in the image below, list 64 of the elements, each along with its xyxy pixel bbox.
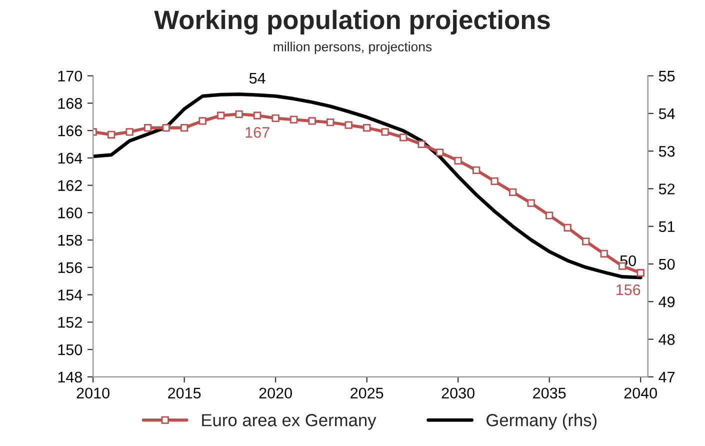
y-tick-label: 148: [58, 372, 82, 383]
legend-label: Euro area ex Germany: [202, 414, 376, 430]
x-tick-label: 2030: [442, 388, 474, 399]
y-tick-label: 152: [58, 317, 82, 328]
y-tick-label: 158: [58, 234, 82, 246]
y2-tick-label: 55: [658, 70, 675, 82]
point: [509, 188, 517, 196]
y2-tick-label: 48: [658, 334, 675, 345]
point: [490, 177, 498, 186]
point: [272, 114, 280, 122]
y-tick-label: 150: [58, 344, 82, 356]
y2-tick-label: 50: [658, 258, 675, 270]
x-tick-label: 2035: [533, 388, 566, 399]
point: [254, 112, 262, 120]
y2-tick-label: 47: [658, 372, 675, 382]
data-label: 167: [246, 127, 270, 138]
point: [126, 128, 134, 136]
point: [144, 124, 152, 132]
x-tick-label: 2025: [350, 388, 384, 399]
y2-tick-label: 53: [658, 146, 675, 157]
y2-tick-label: 54: [658, 108, 675, 120]
x-tick-label: 2010: [76, 388, 110, 399]
point: [198, 117, 206, 125]
chart-title: Working population projections: [154, 10, 550, 35]
y-tick-label: 162: [58, 180, 82, 191]
point: [582, 238, 590, 246]
point: [381, 128, 389, 136]
point: [472, 166, 480, 174]
y-tick-label: 156: [58, 262, 82, 274]
y2-tick-label: 52: [658, 184, 675, 194]
point: [217, 112, 225, 120]
legend-label: Germany (rhs): [486, 414, 596, 430]
point: [600, 250, 608, 258]
point: [308, 117, 316, 125]
chart-subtitle: million persons, projections: [274, 42, 432, 54]
point: [363, 124, 371, 132]
point: [564, 224, 572, 232]
point: [454, 156, 462, 164]
point: [636, 269, 644, 277]
data-label: 156: [616, 284, 640, 296]
point: [107, 130, 116, 138]
y2-tick-label: 51: [658, 221, 675, 232]
x-tick-label: 2020: [259, 388, 292, 399]
y2-tick-label: 49: [658, 296, 675, 308]
y-tick-label: 154: [58, 290, 82, 300]
point: [400, 134, 408, 142]
point: [180, 124, 188, 132]
point: [436, 148, 444, 156]
point: [344, 121, 352, 129]
y-tick-label: 164: [58, 152, 82, 164]
point: [527, 199, 535, 207]
x-tick-label: 2015: [168, 388, 201, 399]
y-tick-label: 166: [58, 125, 82, 136]
point: [290, 116, 298, 124]
point: [162, 124, 170, 132]
point: [326, 118, 334, 126]
point: [546, 212, 554, 220]
y-tick-label: 170: [58, 70, 82, 82]
point: [235, 110, 243, 118]
y-tick-label: 168: [58, 98, 82, 109]
point: [418, 140, 426, 148]
y-tick-label: 160: [58, 208, 82, 218]
x-tick-label: 2040: [624, 388, 657, 399]
data-label: 54: [249, 73, 266, 84]
